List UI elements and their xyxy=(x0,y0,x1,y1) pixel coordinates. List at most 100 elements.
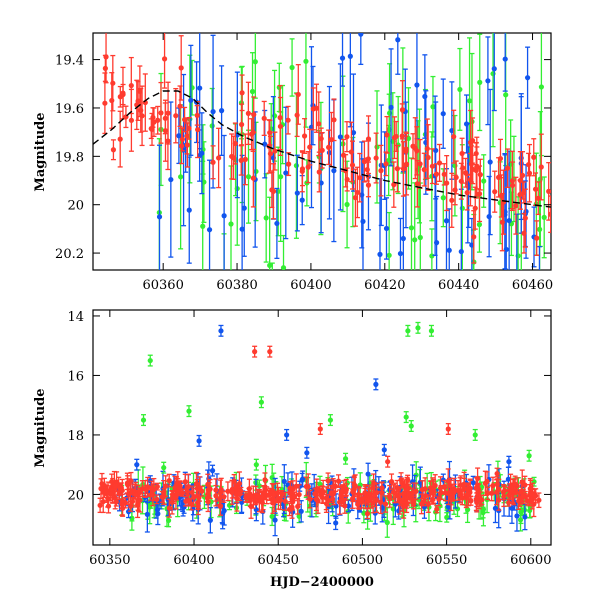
lc-red-point xyxy=(357,175,363,181)
full-red-point xyxy=(330,496,336,502)
lc-blue-point xyxy=(377,251,383,257)
full-red-outlier xyxy=(385,459,391,465)
full-red-point xyxy=(536,497,542,503)
full-red-point xyxy=(335,478,342,484)
lc-red-point xyxy=(239,121,245,128)
full-red-point xyxy=(166,505,172,511)
full-blue-point xyxy=(144,511,150,517)
lc-red-point xyxy=(525,161,532,168)
lc-green-point xyxy=(459,205,465,211)
full-red-point xyxy=(401,490,407,496)
full-y-tick-label: 16 xyxy=(67,369,84,384)
light-curve-panel: 60360 60380 60400 60420 60440 60460 19.4 19.6 19… xyxy=(33,32,553,293)
lc-blue-point xyxy=(524,75,531,81)
full-green-outlier xyxy=(258,399,264,405)
lc-red-point xyxy=(110,80,116,86)
full-red-point xyxy=(184,488,190,494)
lc-red-point xyxy=(109,97,115,104)
full-y-tick-label: 14 xyxy=(67,310,84,325)
lc-red-point xyxy=(424,146,430,152)
full-red-point xyxy=(195,503,201,509)
lc-red-point xyxy=(178,65,184,71)
lc-blue-point xyxy=(339,55,346,61)
lc-red-point xyxy=(378,168,384,174)
lc-red-point xyxy=(165,138,171,144)
full-red-point xyxy=(474,499,480,506)
lc-red-point xyxy=(421,167,427,173)
lc-green-point xyxy=(221,271,226,276)
full-red-point xyxy=(279,491,285,497)
lc-red-point xyxy=(464,190,470,196)
lc-y-tick-label: 19.4 xyxy=(55,54,84,69)
full-light-curve-marks xyxy=(97,321,542,538)
full-red-point xyxy=(305,483,311,490)
lc-green-point xyxy=(267,262,273,269)
lc-blue-point xyxy=(487,159,493,165)
full-red-point xyxy=(343,489,349,495)
lc-green-point xyxy=(280,265,287,270)
lc-red-point xyxy=(463,170,469,176)
lc-red-point xyxy=(270,188,277,194)
lc-blue-point xyxy=(210,109,216,115)
light-curve-marks xyxy=(93,33,551,276)
full-blue-outlier xyxy=(381,447,387,453)
lc-red-point xyxy=(135,98,141,104)
lc-red-point xyxy=(531,154,537,160)
lc-green-point xyxy=(412,237,418,243)
full-red-point xyxy=(108,491,114,497)
full-light-curve-x-axis-label: HJD−2400000 xyxy=(270,575,374,590)
lc-blue-point xyxy=(491,66,497,72)
lc-red-point xyxy=(410,143,416,149)
full-blue-outlier xyxy=(284,432,290,438)
lc-red-point xyxy=(242,156,248,162)
lc-red-point xyxy=(383,161,389,167)
lc-red-point xyxy=(444,180,450,186)
lc-blue-point xyxy=(485,78,491,84)
lc-red-point xyxy=(468,161,475,167)
lc-red-point xyxy=(546,188,551,194)
full-blue-point xyxy=(272,517,278,523)
lc-blue-point xyxy=(397,250,404,257)
lc-red-point xyxy=(393,133,399,140)
lc-blue-point xyxy=(221,213,227,219)
full-red-point xyxy=(213,493,219,499)
lc-red-point xyxy=(399,133,405,139)
full-red-point xyxy=(163,483,169,489)
lc-red-point xyxy=(319,147,325,153)
lc-red-point xyxy=(326,144,332,150)
lc-red-point xyxy=(538,164,544,170)
full-red-point xyxy=(323,495,329,501)
lc-blue-point xyxy=(186,207,192,213)
full-red-point xyxy=(383,501,389,507)
full-blue-point xyxy=(207,517,213,523)
lc-green-point xyxy=(245,174,252,180)
lc-red-point xyxy=(477,172,483,178)
lc-red-point xyxy=(103,54,109,60)
full-red-point xyxy=(170,494,176,500)
full-red-point xyxy=(282,498,288,504)
lc-red-point xyxy=(139,113,145,119)
full-red-point xyxy=(425,501,431,507)
lc-blue-point xyxy=(414,82,420,88)
lc-red-point xyxy=(238,157,244,163)
full-green-outlier xyxy=(161,465,167,471)
lc-x-tick-label: 60460 xyxy=(512,278,553,293)
lc-green-point xyxy=(200,223,206,229)
lc-red-point xyxy=(331,117,337,123)
lc-blue-point xyxy=(463,121,470,127)
full-red-point xyxy=(262,489,268,495)
full-red-point xyxy=(341,498,347,504)
full-red-point xyxy=(296,491,302,498)
lc-red-point xyxy=(417,161,423,167)
full-light-curve-plot-frame xyxy=(92,309,552,546)
lc-red-point xyxy=(245,110,251,116)
full-green-outlier xyxy=(342,456,349,462)
full-red-point xyxy=(185,498,191,504)
lc-red-point xyxy=(177,103,183,109)
full-red-point xyxy=(447,483,454,489)
lc-red-point xyxy=(294,112,300,118)
full-red-point xyxy=(196,486,203,492)
full-green-outlier xyxy=(147,357,153,364)
lc-green-point xyxy=(537,226,543,232)
lc-red-point xyxy=(194,112,200,118)
